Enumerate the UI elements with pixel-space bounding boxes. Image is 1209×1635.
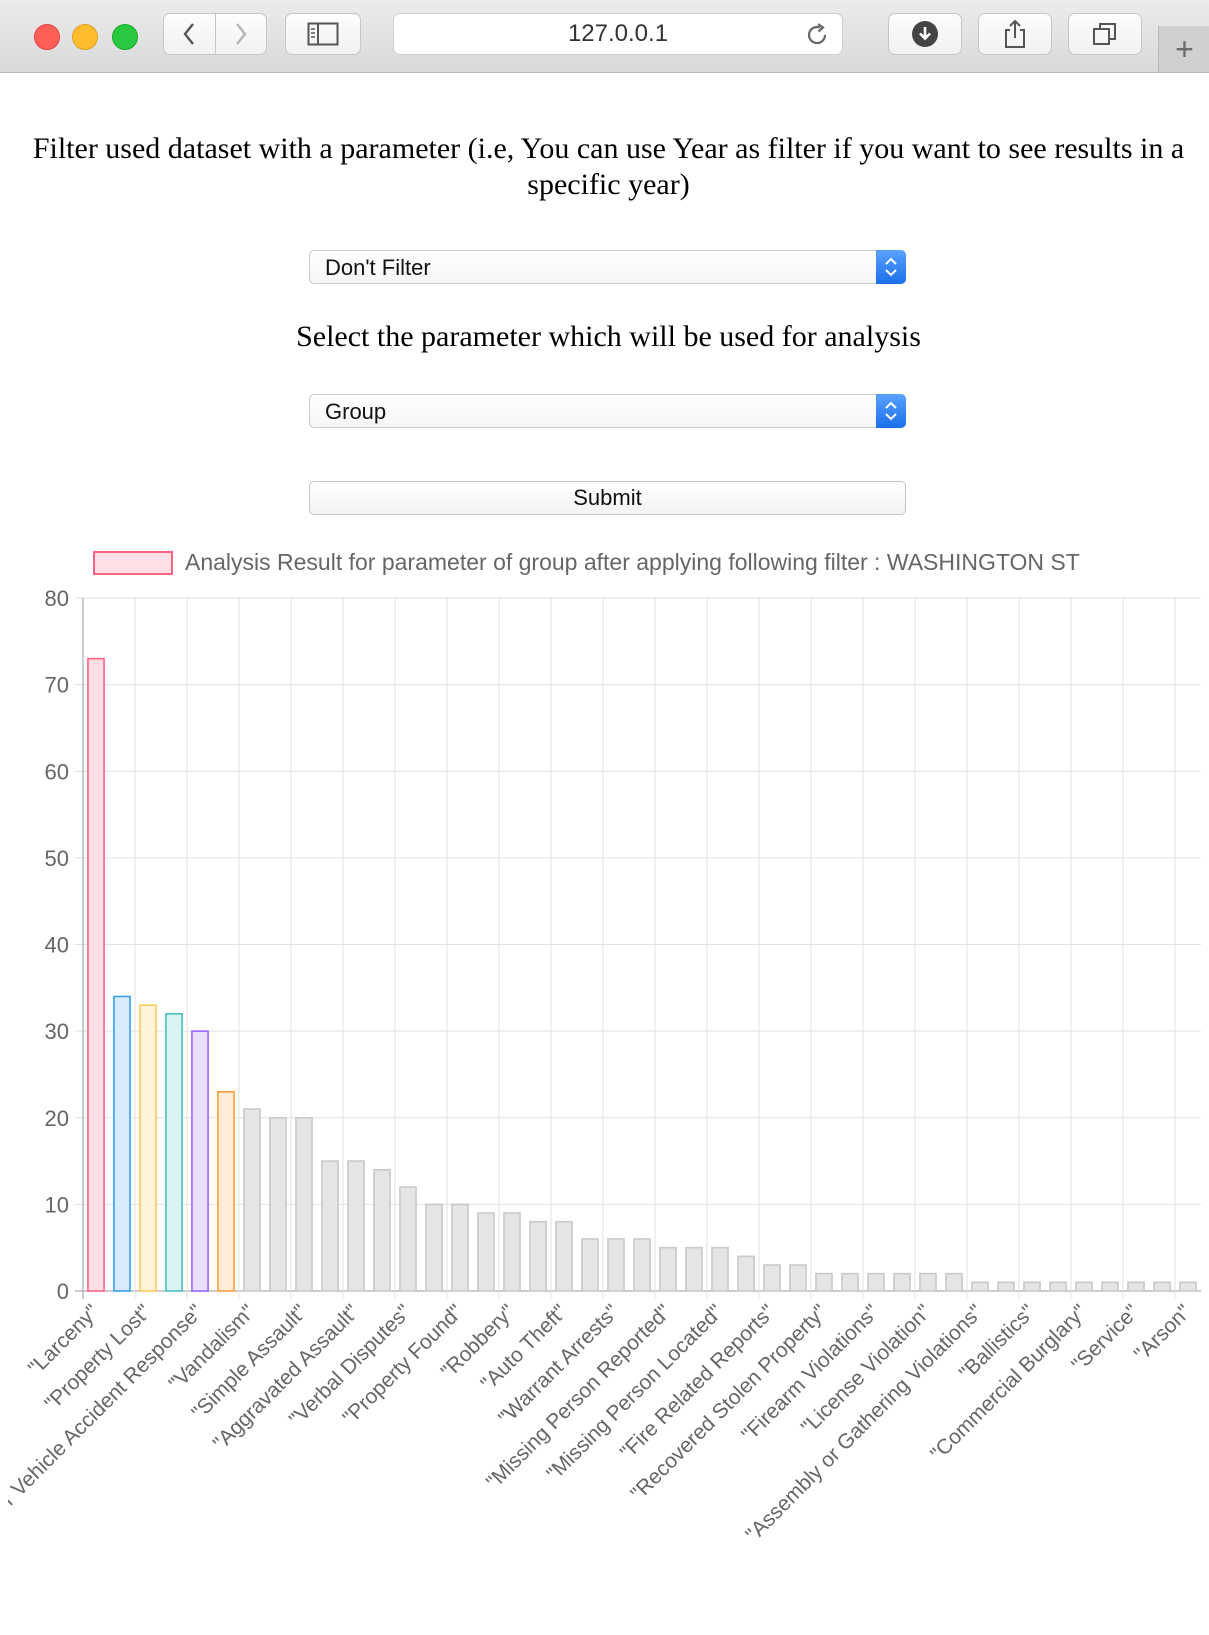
- bar: [373, 1168, 391, 1292]
- y-tick-label: 0: [57, 1279, 69, 1304]
- analysis-select[interactable]: Group: [309, 394, 906, 428]
- bar: [1127, 1281, 1145, 1292]
- bar: [789, 1264, 807, 1292]
- share-button[interactable]: [978, 13, 1052, 55]
- sidebar-button[interactable]: [285, 13, 361, 55]
- analysis-heading: Select the parameter which will be used …: [296, 320, 921, 353]
- bar: [867, 1272, 885, 1292]
- tabs-overview-button[interactable]: [1068, 13, 1142, 55]
- x-tick-label: "Arson": [1130, 1300, 1196, 1366]
- bar: [217, 1090, 235, 1292]
- bar: [243, 1108, 261, 1292]
- zoom-window-button[interactable]: [112, 24, 138, 50]
- address-bar[interactable]: 127.0.0.1: [393, 13, 843, 55]
- y-tick-label: 60: [45, 759, 69, 784]
- bar: [451, 1203, 469, 1292]
- share-icon: [1005, 19, 1025, 48]
- chevron-right-icon: [235, 23, 247, 45]
- bar: [581, 1238, 599, 1292]
- bar: [555, 1220, 573, 1292]
- y-tick-label: 80: [45, 586, 69, 611]
- close-window-button[interactable]: [34, 24, 60, 50]
- bar: [87, 657, 105, 1292]
- filter-heading: Filter used dataset with a parameter (i.…: [32, 132, 1185, 201]
- bar: [841, 1272, 859, 1292]
- reload-icon[interactable]: [804, 22, 830, 48]
- bar: [165, 1012, 183, 1292]
- bar: [685, 1246, 703, 1292]
- new-tab-button[interactable]: +: [1158, 26, 1209, 72]
- filter-select[interactable]: Don't Filter: [309, 250, 906, 284]
- address-text: 127.0.0.1: [567, 20, 669, 47]
- y-tick-label: 20: [45, 1106, 69, 1131]
- back-button[interactable]: [164, 14, 215, 54]
- select-arrows-icon: [876, 250, 906, 284]
- bar: [1153, 1281, 1171, 1292]
- y-tick-label: 50: [45, 846, 69, 871]
- browser-toolbar: 127.0.0.1: [0, 0, 1209, 73]
- download-icon: [912, 21, 938, 47]
- bar: [139, 1004, 157, 1292]
- chevron-left-icon: [183, 23, 195, 45]
- legend-swatch[interactable]: [93, 551, 173, 575]
- forward-button[interactable]: [214, 14, 267, 54]
- bar: [737, 1255, 755, 1292]
- download-button[interactable]: [888, 13, 962, 55]
- bar: [191, 1030, 209, 1292]
- bar: [399, 1186, 417, 1292]
- select-arrows-icon: [876, 394, 906, 428]
- bar: [477, 1212, 495, 1292]
- page-content: Filter used dataset with a parameter (i.…: [8, 73, 1209, 1635]
- sidebar-icon: [307, 22, 339, 46]
- y-tick-label: 30: [45, 1019, 69, 1044]
- bar: [659, 1246, 677, 1292]
- bar: [607, 1238, 625, 1292]
- bar: [633, 1238, 651, 1292]
- bar: [893, 1272, 911, 1292]
- bar: [347, 1160, 365, 1292]
- bar: [815, 1272, 833, 1292]
- bar: [1179, 1281, 1197, 1292]
- submit-button[interactable]: Submit: [309, 481, 906, 515]
- minimize-window-button[interactable]: [72, 24, 98, 50]
- filter-select-value: Don't Filter: [325, 255, 431, 280]
- bar: [503, 1212, 521, 1292]
- plus-icon: +: [1175, 30, 1194, 67]
- bar: [425, 1203, 443, 1292]
- bar: [763, 1264, 781, 1292]
- navigation-buttons: [163, 13, 267, 55]
- tabs-icon: [1093, 23, 1116, 45]
- y-tick-label: 70: [45, 673, 69, 698]
- bar: [113, 995, 131, 1292]
- bar: [711, 1246, 729, 1292]
- bar: [971, 1281, 989, 1292]
- bar: [1023, 1281, 1041, 1292]
- bar: [1049, 1281, 1067, 1292]
- bar: [295, 1116, 313, 1292]
- bar: [997, 1281, 1015, 1292]
- y-tick-label: 40: [45, 933, 69, 958]
- bar: [919, 1272, 937, 1292]
- bar: [321, 1160, 339, 1292]
- bar: [1101, 1281, 1119, 1292]
- bar: [1075, 1281, 1093, 1292]
- y-tick-label: 10: [45, 1192, 69, 1217]
- bar: [945, 1272, 963, 1292]
- bar: [529, 1220, 547, 1292]
- bar: [269, 1116, 287, 1292]
- legend-label[interactable]: Analysis Result for parameter of group a…: [185, 549, 1080, 575]
- analysis-select-value: Group: [325, 399, 387, 424]
